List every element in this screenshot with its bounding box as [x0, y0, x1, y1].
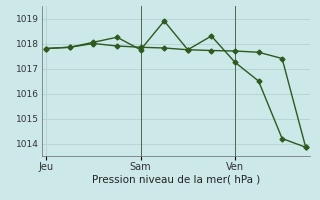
- X-axis label: Pression niveau de la mer( hPa ): Pression niveau de la mer( hPa ): [92, 174, 260, 184]
